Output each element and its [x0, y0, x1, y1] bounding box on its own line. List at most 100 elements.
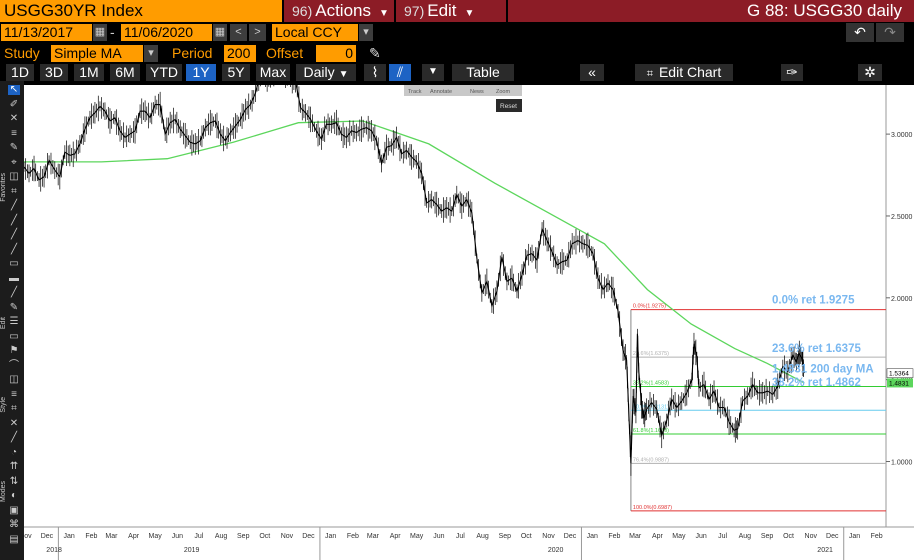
collapse-icon[interactable]: « — [580, 63, 604, 81]
timeframe-5y[interactable]: 5Y — [222, 63, 250, 81]
x-tick-label: Nov — [805, 533, 818, 540]
x-tick-label: Aug — [476, 533, 489, 540]
panel-tool-icon[interactable]: ◫ — [9, 374, 19, 385]
actions-menu-button[interactable]: 96) Actions ▼ — [284, 0, 394, 22]
x-tick-label: Oct — [783, 533, 794, 540]
candle-chart-icon[interactable]: ⫽ — [389, 63, 411, 81]
chevron-down-icon[interactable]: ▼ — [422, 63, 444, 81]
grid-tool-icon[interactable]: ⌗ — [11, 185, 17, 197]
calendar-icon[interactable]: ▦ — [93, 24, 107, 41]
mini-tool-news[interactable]: News — [470, 89, 484, 95]
lines-tool-icon[interactable]: ≡ — [11, 388, 17, 400]
x-tick-label: Apr — [128, 533, 140, 540]
frequency-select[interactable]: Daily ▼ — [296, 63, 356, 81]
undo-icon[interactable]: ↶ — [846, 23, 874, 42]
rect-tool-icon[interactable]: ▭ — [9, 258, 19, 269]
end-date-field[interactable]: 11/06/2020 — [121, 24, 212, 41]
plot-area[interactable] — [24, 85, 886, 527]
x-tick-label: Oct — [521, 533, 532, 540]
updown-tool-icon[interactable]: ⇅ — [9, 475, 19, 487]
arc-tool-icon[interactable]: ⌒ — [9, 359, 19, 371]
menu-tool-icon[interactable]: ☰ — [9, 316, 19, 327]
year-tick-label: 2021 — [817, 547, 833, 554]
chevron-down-icon[interactable]: ▾ — [144, 45, 158, 62]
timeframe-max[interactable]: Max — [256, 63, 290, 81]
x-tick-label: Jul — [194, 533, 203, 540]
trendline-tool-icon[interactable]: ╱ — [10, 200, 18, 211]
cursor-tool-icon[interactable]: ↖ — [8, 84, 20, 95]
bar-tool-icon[interactable]: ▬ — [9, 272, 19, 284]
command-tool-icon[interactable]: ⌘ — [9, 519, 19, 530]
y-tick-label: 2.5000 — [891, 214, 913, 221]
chevron-left-icon[interactable]: < — [230, 24, 247, 41]
pen-icon[interactable]: ✎ — [369, 45, 381, 61]
frame-tool-icon[interactable]: ▣ — [9, 504, 19, 516]
x-tick-label: Sep — [499, 533, 512, 540]
x-tick-label: Dec — [302, 533, 315, 540]
up-tool-icon[interactable]: ⇈ — [9, 461, 19, 472]
security-title[interactable]: USGG30YR Index — [0, 0, 282, 22]
line-tool-icon[interactable]: ╱ — [10, 243, 18, 255]
cross-tool-icon[interactable]: ✕ — [9, 113, 19, 124]
redo-icon[interactable]: ↷ — [876, 23, 904, 42]
edit-chart-icon: ⌗ — [646, 68, 653, 80]
offset-field[interactable]: 0 — [316, 45, 356, 62]
pen-tool-icon[interactable]: ✎ — [9, 142, 19, 153]
date-range-separator: - — [110, 24, 115, 40]
chevron-down-icon[interactable]: ▾ — [359, 24, 373, 41]
flag-tool-icon[interactable]: ⚑ — [9, 345, 19, 356]
edit-chart-button[interactable]: ⌗ Edit Chart — [635, 63, 733, 81]
fib-tool-icon[interactable]: ≡ — [11, 127, 17, 139]
gear-icon[interactable]: ✲ — [858, 63, 882, 81]
fib-annotation: 0.0% ret 1.9275 — [772, 295, 855, 307]
mini-tool-track[interactable]: Track — [408, 89, 422, 95]
ray-tool-icon[interactable]: ╱ — [10, 214, 18, 226]
reset-button[interactable] — [496, 99, 522, 112]
calendar-icon[interactable]: ▦ — [213, 24, 227, 41]
segment-tool-icon[interactable]: ╱ — [10, 229, 18, 240]
x-tick-label: Aug — [215, 533, 228, 540]
timeframe-1m[interactable]: 1M — [74, 63, 104, 81]
chevron-right-icon[interactable]: > — [249, 24, 266, 41]
contrast-tool-icon[interactable]: ◐ — [10, 490, 18, 501]
start-date-field[interactable]: 11/13/2017 — [1, 24, 92, 41]
edit-menu-button[interactable]: 97) Edit ▼ — [396, 0, 506, 22]
timeframe-ytd[interactable]: YTD — [146, 63, 182, 81]
fib-level-label: 100.0%(0.6987) — [633, 505, 672, 511]
close-tool-icon[interactable]: ✕ — [9, 417, 19, 429]
square-tool-icon[interactable]: ▭ — [9, 330, 19, 342]
currency-select[interactable]: Local CCY — [272, 24, 358, 41]
table-button[interactable]: Table — [452, 63, 514, 81]
marker-tool-icon[interactable]: ✎ — [9, 301, 19, 313]
x-tick-label: Dec — [41, 533, 54, 540]
timeframe-6m[interactable]: 6M — [110, 63, 140, 81]
timeframe-1d[interactable]: 1D — [6, 63, 34, 81]
box-tool-icon[interactable]: ◫ — [9, 171, 19, 182]
diagonal-tool-icon[interactable]: ╱ — [10, 432, 18, 443]
line-chart-icon[interactable]: ⌇ — [364, 63, 386, 81]
chevron-down-icon: ▼ — [338, 69, 349, 80]
x-tick-label: Jun — [433, 533, 444, 540]
timeframe-3d[interactable]: 3D — [40, 63, 68, 81]
study-select[interactable]: Simple MA — [51, 45, 143, 62]
fib-annotation: 1.4831 200 day MA — [772, 363, 874, 375]
moving-average-line[interactable] — [24, 120, 805, 384]
period-field[interactable]: 200 — [224, 45, 256, 62]
mini-tool-zoom[interactable]: Zoom — [496, 89, 510, 95]
actions-menu-number: 96) — [292, 3, 313, 19]
sidebar-section-favorites: Favorites — [0, 173, 7, 202]
pencil-tool-icon[interactable]: ✐ — [9, 98, 19, 110]
mini-tool-annotate[interactable]: Annotate — [430, 89, 452, 95]
chart-settings-icon[interactable]: ✑ — [781, 63, 803, 81]
timeframe-1y[interactable]: 1Y — [186, 63, 216, 81]
hash-tool-icon[interactable]: ⌗ — [11, 403, 17, 414]
sidebar-section-modes: Modes — [0, 481, 7, 503]
crosshair-tool-icon[interactable]: ⌖ — [11, 156, 17, 168]
price-chart[interactable]: 3.00002.50002.00001.50001.0000NovDecJanF… — [24, 81, 914, 560]
slash-tool-icon[interactable]: ╱ — [10, 287, 18, 298]
fib-level-label: 23.6%(1.6375) — [633, 351, 669, 357]
annotation-toolbar: ↖ ✐ ✕ ≡ ✎ ⌖ ◫ ⌗ ╱ ╱ ╱ ╱ ▭ ▬ ╱ ✎ ☰ ▭ ⚑ ⌒ ◫ ≡ ⌗ ✕ ╱ ◔ ⇈ ⇅ ◐ ▣ ⌘ ▤ Favorite… — [0, 81, 24, 560]
stack-tool-icon[interactable]: ▤ — [9, 533, 19, 545]
price-chart-svg[interactable]: 3.00002.50002.00001.50001.0000NovDecJanF… — [24, 81, 914, 560]
pie-tool-icon[interactable]: ◔ — [10, 446, 18, 458]
